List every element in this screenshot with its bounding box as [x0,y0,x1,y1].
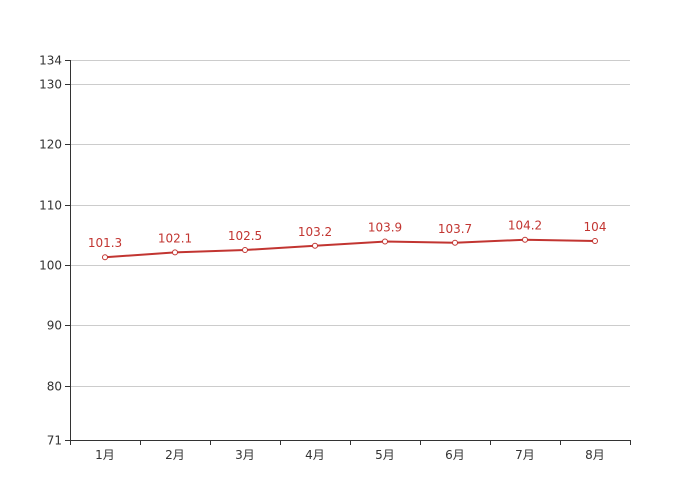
x-tick-label: 8月 [585,448,605,462]
x-tick-label: 5月 [375,448,395,462]
y-tick-label: 130 [39,78,62,92]
data-label: 101.3 [88,236,122,250]
series [102,236,598,261]
series-line [104,238,596,259]
grid-lines [70,60,630,387]
x-tick-label: 2月 [165,448,185,462]
data-label: 103.7 [438,222,472,236]
data-label: 104 [584,220,607,234]
y-tick-label: 100 [39,259,62,273]
y-tick-label: 134 [39,54,62,68]
data-point[interactable] [102,254,108,261]
y-tick-label: 110 [39,199,62,213]
x-tick-label: 7月 [515,448,535,462]
x-tick-label: 1月 [95,448,115,462]
data-point[interactable] [382,238,388,245]
x-tick-label: 4月 [305,448,325,462]
data-point[interactable] [452,239,458,246]
x-tick-label: 3月 [235,448,255,462]
y-tick-label: 120 [39,138,62,152]
data-point[interactable] [522,236,528,243]
y-tick-label: 71 [47,434,62,448]
data-point[interactable] [242,247,248,253]
data-label: 103.2 [298,225,332,239]
data-point[interactable] [172,249,178,256]
data-label: 103.9 [368,221,402,235]
data-label: 102.5 [228,229,262,243]
data-point[interactable] [592,237,598,244]
x-tick-label: 6月 [445,448,465,462]
y-tick-label: 80 [47,380,62,394]
axes: 71 80 90 100 110 120 130 134 1月 2月 3月 4月 5月 6月 7月 8月 [39,54,631,462]
data-point[interactable] [312,242,318,249]
data-label: 104.2 [508,219,542,233]
y-tick-label: 90 [47,319,62,333]
data-labels: 101.3 102.1 102.5 103.2 103.9 103.7 104.2 104 [88,219,607,250]
data-label: 102.1 [158,231,192,245]
